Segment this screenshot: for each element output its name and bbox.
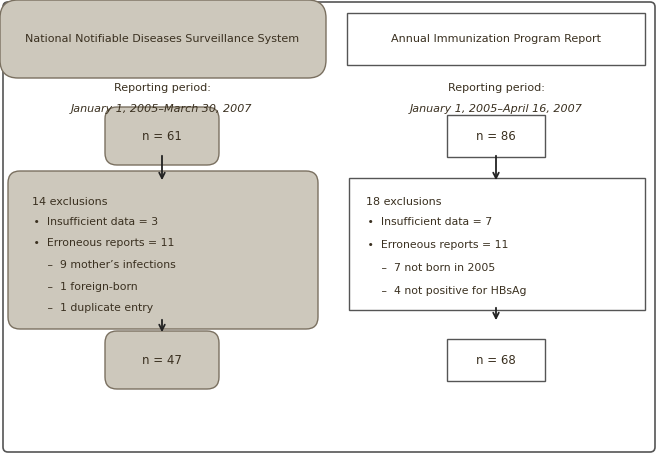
FancyBboxPatch shape [3, 3, 655, 452]
Text: Annual Immunization Program Report: Annual Immunization Program Report [391, 34, 601, 44]
Text: Reporting period:: Reporting period: [114, 83, 211, 93]
Text: –  9 mother’s infections: – 9 mother’s infections [30, 259, 176, 269]
Text: •  Insufficient data = 3: • Insufficient data = 3 [30, 217, 158, 227]
Text: •  Erroneous reports = 11: • Erroneous reports = 11 [30, 238, 174, 248]
Text: –  4 not positive for HBsAg: – 4 not positive for HBsAg [364, 285, 526, 295]
Text: –  7 not born in 2005: – 7 not born in 2005 [364, 263, 495, 273]
FancyBboxPatch shape [8, 172, 318, 329]
Text: •  Insufficient data = 7: • Insufficient data = 7 [364, 217, 492, 227]
Text: 18 exclusions: 18 exclusions [366, 197, 442, 207]
FancyBboxPatch shape [105, 108, 219, 166]
Text: n = 61: n = 61 [142, 130, 182, 143]
Text: January 1, 2005–April 16, 2007: January 1, 2005–April 16, 2007 [409, 104, 582, 114]
FancyBboxPatch shape [447, 339, 545, 381]
FancyBboxPatch shape [105, 331, 219, 389]
Text: 14 exclusions: 14 exclusions [32, 197, 107, 207]
Text: –  1 duplicate entry: – 1 duplicate entry [30, 302, 153, 312]
Text: January 1, 2005–March 30, 2007: January 1, 2005–March 30, 2007 [71, 104, 253, 114]
Text: Reporting period:: Reporting period: [447, 83, 544, 93]
Text: •  Erroneous reports = 11: • Erroneous reports = 11 [364, 239, 509, 249]
FancyBboxPatch shape [0, 1, 326, 79]
FancyBboxPatch shape [349, 179, 645, 310]
FancyBboxPatch shape [447, 116, 545, 157]
Text: n = 86: n = 86 [476, 130, 516, 143]
Text: n = 47: n = 47 [142, 354, 182, 367]
Text: n = 68: n = 68 [476, 354, 516, 367]
Text: –  1 foreign-born: – 1 foreign-born [30, 281, 138, 291]
Text: National Notifiable Diseases Surveillance System: National Notifiable Diseases Surveillanc… [25, 34, 299, 44]
FancyBboxPatch shape [347, 14, 645, 66]
